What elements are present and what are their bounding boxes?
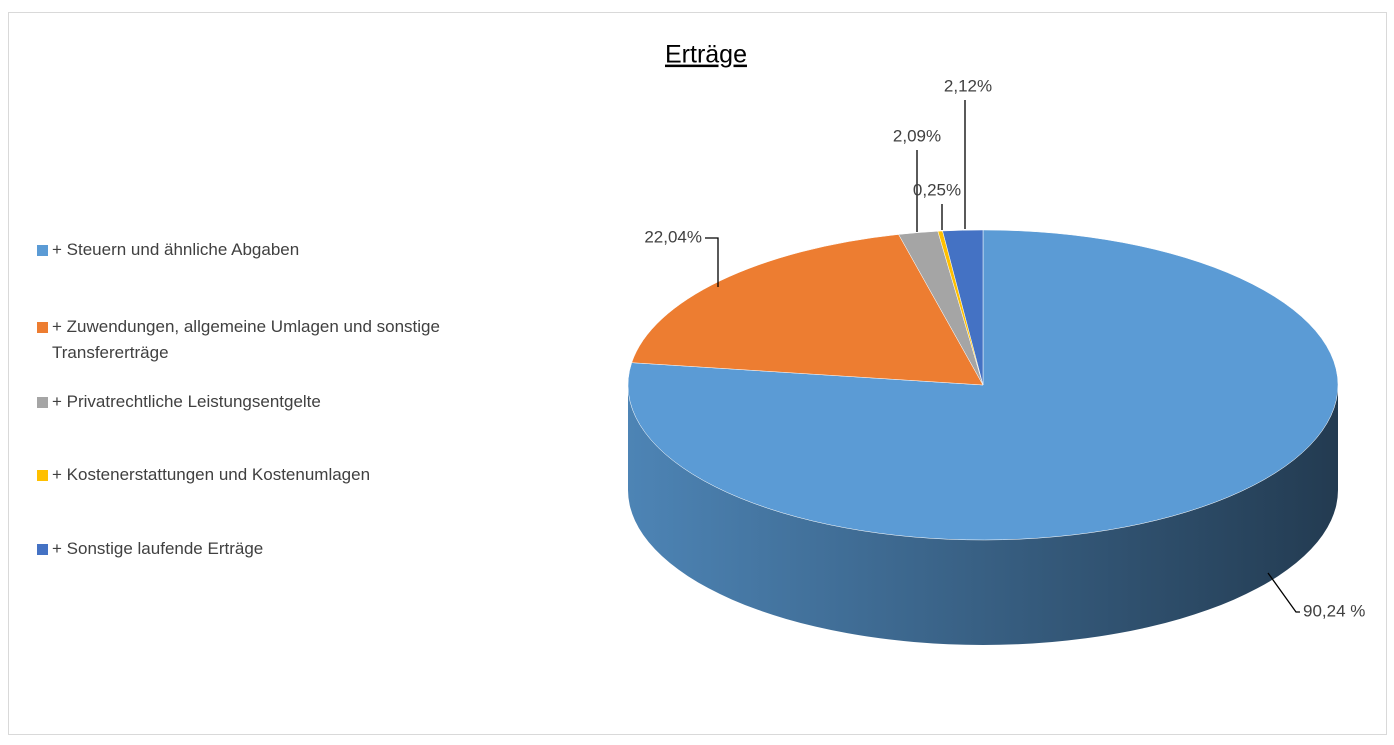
pie-side <box>628 385 1338 645</box>
legend-item: + Privatrechtliche Leistungsentgelte <box>37 389 477 415</box>
legend-label: + Steuern und ähnliche Abgaben <box>52 240 300 259</box>
legend-item: + Kostenerstattungen und Kostenumlagen <box>37 462 477 488</box>
legend-swatch <box>37 544 48 555</box>
legend-label: + Zuwendungen, allgemeine Umlagen und so… <box>52 317 440 362</box>
data-label: 90,24 % <box>1303 601 1365 620</box>
pie-slice <box>631 234 984 386</box>
data-label: 2,12% <box>944 76 992 95</box>
legend-swatch <box>37 322 48 333</box>
data-label: 2,09% <box>893 126 941 145</box>
legend-item: + Sonstige laufende Erträge <box>37 536 477 562</box>
pie-slice <box>627 229 1339 541</box>
data-label: 0,25% <box>913 180 961 199</box>
legend-label: + Privatrechtliche Leistungsentgelte <box>52 392 321 411</box>
legend-swatch <box>37 470 48 481</box>
legend-swatch <box>37 245 48 256</box>
pie-slice <box>942 229 984 386</box>
data-label: 22,04% <box>644 227 702 246</box>
legend-item: + Zuwendungen, allgemeine Umlagen und so… <box>37 314 477 366</box>
legend-swatch <box>37 397 48 408</box>
leader-line <box>1267 572 1300 613</box>
chart-title: Erträge <box>665 41 747 69</box>
legend-label: + Kostenerstattungen und Kostenumlagen <box>52 465 371 484</box>
chart-border <box>8 12 1387 735</box>
legend-label: + Sonstige laufende Erträge <box>52 539 264 558</box>
leader-line <box>705 237 719 287</box>
legend-item: + Steuern und ähnliche Abgaben <box>37 237 477 263</box>
